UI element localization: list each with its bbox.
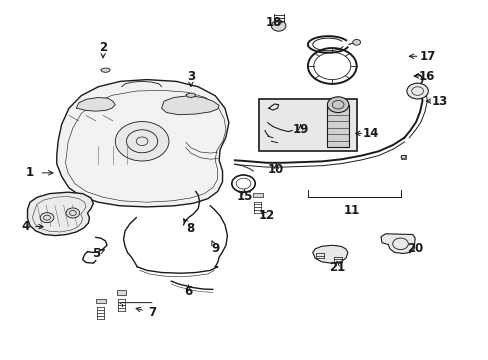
Text: 10: 10 — [267, 163, 284, 176]
Circle shape — [40, 213, 54, 223]
Text: 6: 6 — [184, 285, 192, 298]
Text: 12: 12 — [258, 210, 274, 222]
Text: 15: 15 — [236, 190, 252, 203]
Polygon shape — [312, 245, 347, 263]
Circle shape — [115, 122, 168, 161]
Circle shape — [271, 21, 285, 31]
Text: 7: 7 — [147, 306, 156, 319]
Text: 21: 21 — [328, 261, 345, 274]
Text: 20: 20 — [406, 242, 423, 255]
Polygon shape — [161, 96, 219, 115]
Text: 4: 4 — [21, 220, 29, 233]
Text: 16: 16 — [418, 69, 435, 82]
Text: 14: 14 — [363, 127, 379, 140]
Text: 5: 5 — [91, 247, 100, 260]
Polygon shape — [185, 93, 195, 98]
Text: 2: 2 — [99, 41, 107, 54]
Bar — [96, 299, 105, 303]
Text: 18: 18 — [265, 16, 282, 29]
Text: 8: 8 — [186, 222, 195, 235]
Text: 13: 13 — [430, 95, 447, 108]
Polygon shape — [76, 98, 115, 111]
Circle shape — [352, 40, 360, 45]
Bar — [117, 291, 126, 295]
Bar — [327, 105, 348, 147]
Bar — [252, 193, 262, 197]
Text: 1: 1 — [26, 166, 34, 179]
Text: 3: 3 — [186, 69, 195, 82]
Circle shape — [66, 208, 80, 218]
Text: 19: 19 — [292, 123, 308, 136]
Polygon shape — [380, 234, 414, 253]
Circle shape — [406, 83, 427, 99]
Text: 11: 11 — [343, 204, 359, 217]
Polygon shape — [101, 68, 110, 72]
Text: 17: 17 — [418, 50, 435, 63]
Bar — [400, 155, 406, 159]
Circle shape — [327, 97, 348, 113]
Polygon shape — [27, 192, 93, 235]
Bar — [259, 99, 356, 151]
Text: 9: 9 — [211, 242, 219, 255]
Polygon shape — [57, 80, 228, 207]
